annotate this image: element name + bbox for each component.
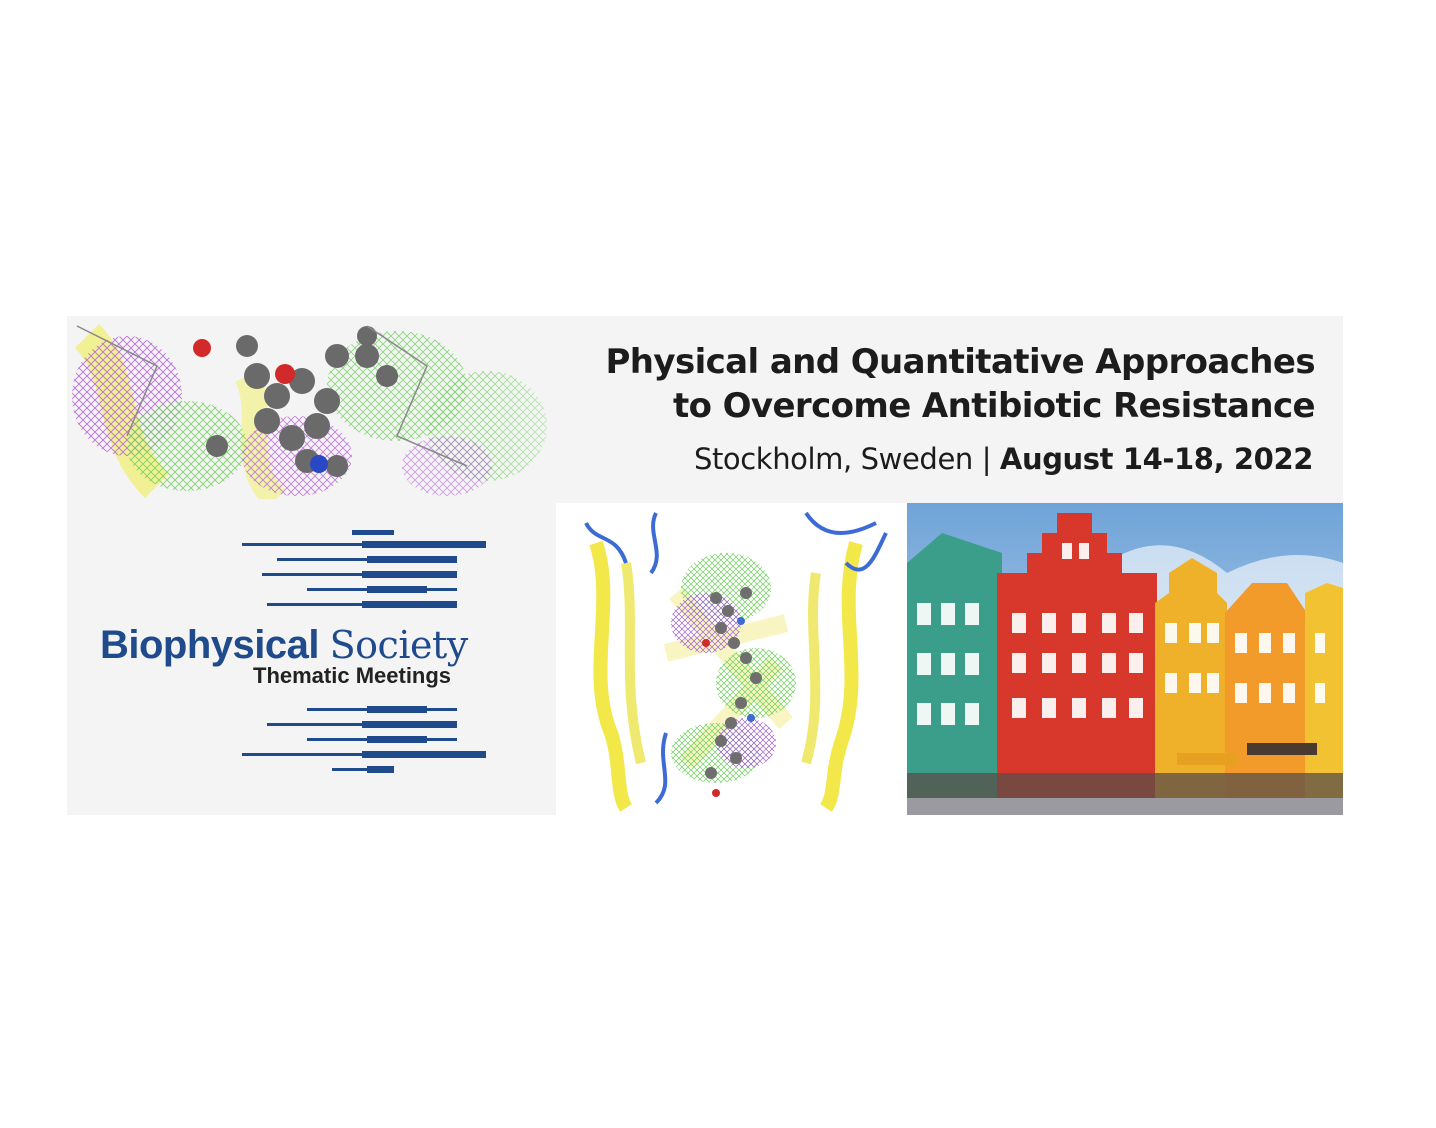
event-dates: August 14-18, 2022 (999, 442, 1313, 476)
event-title-line1: Physical and Quantitative Approaches (605, 342, 1315, 382)
separator: | (981, 442, 992, 476)
event-banner: Physical and Quantitative Approaches to … (67, 316, 1343, 815)
stockholm-city-photo (907, 503, 1343, 815)
event-title: Physical and Quantitative Approaches to … (605, 340, 1315, 428)
protein-render (584, 511, 888, 812)
logo-subtitle: Thematic Meetings (253, 663, 452, 688)
city-buildings-illustration (907, 503, 1343, 815)
logo-lines-graphic (242, 530, 486, 773)
protein-structure-image (556, 503, 907, 815)
biophysical-society-logo: Biophysical Society Thematic Meetings (67, 503, 556, 815)
molecule-art (67, 316, 627, 499)
event-location: Stockholm, Sweden (693, 442, 973, 476)
event-location-dates: Stockholm, Sweden | August 14-18, 2022 (694, 442, 1313, 476)
logo-word-biophysical: Biophysical (100, 623, 320, 667)
event-title-line2: to Overcome Antibiotic Resistance (672, 386, 1316, 426)
logo-wordmark: Biophysical Society (100, 623, 468, 668)
header-strip: Physical and Quantitative Approaches to … (67, 316, 1343, 499)
logo-word-society: Society (329, 623, 469, 667)
